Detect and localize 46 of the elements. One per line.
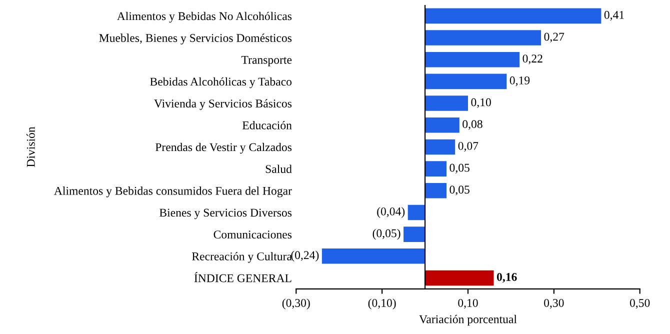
bar bbox=[425, 270, 494, 286]
bar bbox=[425, 74, 507, 90]
data-label: 0,22 bbox=[522, 54, 542, 64]
y-tick-label: Salud bbox=[266, 164, 292, 174]
bar bbox=[425, 96, 468, 111]
data-label: 0,08 bbox=[462, 120, 482, 130]
data-label: (0,05) bbox=[372, 228, 400, 240]
bar bbox=[425, 52, 520, 68]
data-label: 0,05 bbox=[450, 164, 470, 174]
data-label: 0,27 bbox=[544, 32, 564, 42]
data-label: 0,05 bbox=[450, 186, 470, 196]
data-label: (0,24) bbox=[291, 250, 319, 262]
y-tick-label: Comunicaciones bbox=[214, 230, 292, 239]
data-label: 0,19 bbox=[510, 76, 530, 86]
bar bbox=[425, 30, 542, 46]
x-tick-label: (0,30) bbox=[282, 298, 310, 310]
y-tick-label: Educación bbox=[242, 121, 292, 130]
bar bbox=[425, 117, 460, 133]
y-tick-label: ÍNDICE GENERAL bbox=[194, 272, 292, 282]
bar bbox=[404, 226, 426, 242]
data-label: 0,16 bbox=[496, 272, 517, 283]
data-label: 0,41 bbox=[604, 10, 624, 21]
bar bbox=[322, 248, 426, 264]
x-axis-title: Variación porcentual bbox=[419, 314, 517, 326]
bar bbox=[425, 161, 447, 176]
y-tick-label: Alimentos y Bebidas No Alcohólicas bbox=[116, 12, 292, 23]
bar bbox=[425, 139, 456, 155]
y-tick-label: Muebles, Bienes y Servicios Domésticos bbox=[99, 34, 292, 44]
y-tick-label: Bebidas Alcohólicas y Tabaco bbox=[150, 77, 292, 88]
data-label: (0,04) bbox=[377, 207, 405, 218]
y-tick-label: Bienes y Servicios Diversos bbox=[160, 208, 292, 220]
y-tick-label: Transporte bbox=[241, 56, 292, 66]
x-tick-label: 0,10 bbox=[458, 298, 478, 309]
y-tick-label: Vivienda y Servicios Básicos bbox=[154, 99, 292, 110]
x-tick-label: 0,50 bbox=[630, 298, 650, 309]
y-tick-label: Alimentos y Bebidas consumidos Fuera del Hogar bbox=[54, 186, 292, 198]
y-axis-title: División bbox=[26, 126, 35, 167]
bar bbox=[408, 204, 426, 220]
x-tick-label: (0,10) bbox=[368, 298, 396, 310]
bar bbox=[425, 182, 447, 198]
bar bbox=[425, 8, 602, 24]
data-label: 0,10 bbox=[471, 98, 491, 108]
y-tick-label: Recreación y Cultura bbox=[192, 252, 292, 263]
data-label: 0,07 bbox=[458, 142, 478, 152]
y-tick-label: Prendas de Vestir y Calzados bbox=[155, 142, 292, 154]
x-tick-label: 0,30 bbox=[544, 298, 564, 309]
